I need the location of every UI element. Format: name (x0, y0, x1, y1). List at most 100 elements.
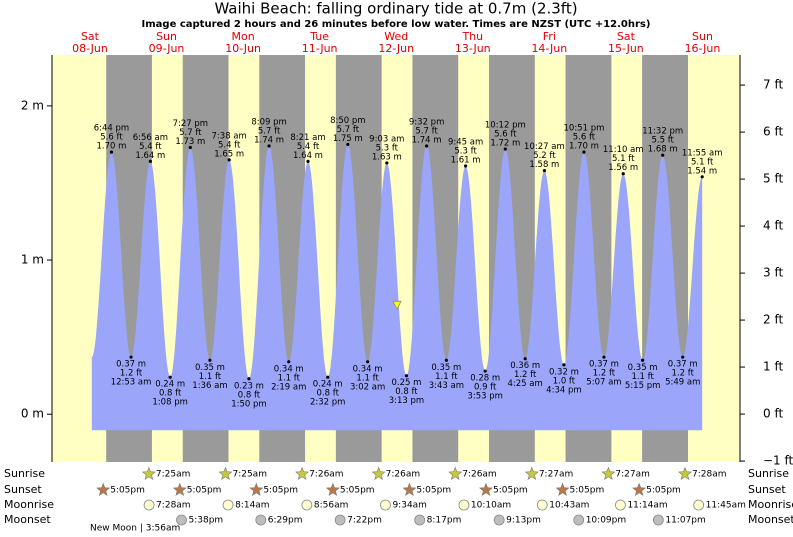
moonset-icon (414, 514, 426, 526)
day-name: Sat (81, 30, 100, 43)
tide-label: 1.72 m (490, 139, 520, 149)
tide-point (562, 363, 566, 367)
sunrise-icon (141, 466, 156, 480)
tide-label: 5.3 ft (376, 143, 399, 153)
moonrise-icon (301, 499, 313, 511)
tide-label: 1.1 ft (199, 372, 222, 382)
almanac-label: Sunrise (4, 467, 45, 480)
moonrise-icon (615, 499, 626, 511)
tide-label: 1.56 m (608, 163, 638, 173)
day-date: 14-Jun (531, 42, 567, 55)
tide-label: 1.2 ft (120, 369, 143, 379)
tide-label: 1.2 ft (593, 369, 616, 379)
tide-label: 5.6 ft (100, 133, 123, 143)
tide-label: 1:08 pm (152, 398, 187, 408)
y-tick-label: 0 m (21, 407, 44, 421)
tide-label: 5.4 ft (218, 140, 241, 150)
tide-label: 1.74 m (254, 135, 284, 145)
tide-label: 9:45 am (448, 138, 483, 148)
tide-label: 1:36 am (192, 381, 227, 391)
tide-label: 10:27 am (524, 142, 565, 152)
tide-label: 9:32 pm (409, 117, 444, 127)
almanac-time: 5:05pm (493, 486, 528, 496)
day-name: Sun (156, 30, 177, 43)
moonrise-icon (222, 499, 234, 511)
tide-label: 0.8 ft (159, 389, 182, 399)
tide-label: 1.54 m (687, 166, 717, 176)
y-tick-label: 1 m (21, 253, 44, 267)
tide-label: 1.70 m (569, 142, 599, 152)
almanac-time: 7:28am (692, 470, 727, 480)
tide-label: 1.68 m (648, 145, 678, 155)
tide-label: 1.2 ft (514, 370, 537, 380)
almanac-label: Sunset (4, 483, 42, 496)
tide-label: 1.1 ft (278, 373, 301, 383)
day-name: Mon (231, 30, 254, 43)
tide-point (346, 142, 350, 147)
y2-tick-label: 3 ft (763, 266, 783, 280)
tide-point (464, 164, 468, 168)
tide-label: 0.34 m (353, 364, 383, 374)
almanac-time: 7:27am (539, 470, 574, 480)
sunrise-icon (601, 466, 616, 480)
almanac-time: 7:25am (232, 470, 267, 480)
day-date: 16-Jun (685, 42, 721, 55)
sunrise-icon (448, 466, 463, 480)
almanac-time: 7:25am (156, 470, 191, 480)
day-date: 09-Jun (149, 42, 185, 55)
almanac-time: 6:29pm (268, 516, 303, 526)
tide-label: 0.23 m (234, 381, 264, 391)
moonrise-icon (380, 499, 391, 511)
tide-label: 1.70 m (96, 142, 126, 152)
tide-label: 0.9 ft (474, 383, 497, 393)
tide-point (366, 360, 370, 364)
tide-label: 1.1 ft (631, 372, 654, 382)
sunset-icon (402, 482, 417, 496)
almanac-time: 7:22pm (347, 516, 382, 526)
tide-label: 1.61 m (451, 156, 481, 166)
tide-label: 0.24 m (313, 380, 343, 390)
tide-point (503, 147, 507, 151)
tide-label: 3:02 am (350, 382, 385, 392)
tide-label: 3:43 am (429, 381, 464, 391)
tide-point (700, 175, 704, 179)
almanac-time: 7:26am (309, 470, 344, 480)
tide-label: 1.0 ft (553, 376, 576, 386)
tide-label: 0.34 m (274, 364, 304, 374)
tide-label: 4:34 pm (546, 385, 581, 395)
tide-label: 11:10 am (603, 145, 644, 155)
day-date: 12-Jun (378, 42, 414, 55)
tide-label: 8:09 pm (251, 117, 286, 127)
tide-label: 0.37 m (116, 360, 146, 370)
almanac-time: 5:05pm (416, 486, 451, 496)
tide-label: 0.37 m (589, 360, 619, 370)
almanac-label: Moonset (748, 513, 793, 526)
tide-label: 0.8 ft (395, 387, 418, 397)
tide-label: 2:19 am (271, 382, 306, 392)
tide-label: 5.3 ft (454, 147, 477, 157)
day-name: Tue (309, 30, 329, 43)
tide-point (483, 369, 487, 373)
tide-point (404, 374, 409, 378)
tide-point (542, 169, 546, 173)
tide-label: 11:55 am (682, 148, 723, 158)
moonset-icon (493, 514, 505, 526)
tide-label: 1.1 ft (435, 372, 458, 382)
almanac-time: 5:05pm (340, 486, 375, 496)
tide-label: 1.1 ft (356, 373, 379, 383)
tide-label: 2:32 pm (310, 398, 345, 408)
tide-label: 10:51 pm (564, 124, 605, 134)
tide-point (602, 355, 606, 359)
almanac-time: 5:05pm (110, 486, 145, 496)
almanac-time: 10:43am (549, 501, 589, 511)
sunset-icon (632, 482, 647, 496)
tide-label: 0.28 m (470, 374, 500, 384)
tide-point (109, 150, 114, 154)
day-date: 15-Jun (608, 42, 644, 55)
tide-point (641, 358, 645, 362)
almanac-time: 5:38pm (189, 516, 224, 526)
tide-label: 0.25 m (392, 378, 422, 388)
y2-tick-label: 4 ft (763, 219, 783, 233)
chart-title: Waihi Beach: falling ordinary tide at 0.… (214, 0, 577, 18)
day-date: 10-Jun (225, 42, 261, 55)
